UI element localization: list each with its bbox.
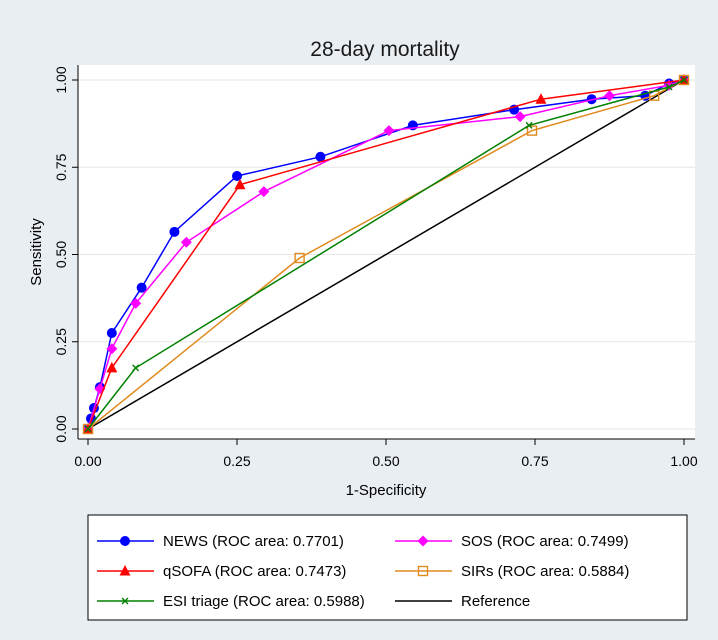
- legend: NEWS (ROC area: 0.7701) SOS (ROC area: 0.…: [97, 533, 629, 610]
- series-2-point-2: [234, 178, 246, 190]
- legend-label-1: SOS (ROC area: 0.7499): [461, 533, 629, 550]
- series-0-point-4: [106, 328, 117, 339]
- legend-swatch-marker-0: [120, 536, 130, 546]
- legend-swatch-marker-2: [119, 565, 131, 576]
- series-0-point-8: [315, 151, 326, 162]
- legend-entry-3: SIRs (ROC area: 0.5884): [395, 563, 629, 580]
- series-4-point-2: [525, 121, 533, 129]
- legend-label-4: ESI triage (ROC area: 0.5988): [163, 593, 365, 610]
- series-4: [84, 76, 688, 433]
- legend-label-5: Reference: [461, 593, 530, 610]
- series-0-point-7: [232, 170, 242, 181]
- legend-label-2: qSOFA (ROC area: 0.7473): [163, 563, 346, 580]
- x-tick-label-0: 0.00: [74, 453, 101, 469]
- y-tick-label-4: 1.00: [53, 66, 69, 93]
- x-tick-label-3: 0.75: [521, 453, 548, 469]
- legend-entry-1: SOS (ROC area: 0.7499): [395, 533, 629, 550]
- legend-entry-2: qSOFA (ROC area: 0.7473): [97, 563, 346, 580]
- series-4-point-4: [680, 76, 688, 84]
- series-layer: [82, 74, 690, 435]
- series-5: [87, 79, 685, 430]
- series-4-point-0: [84, 425, 92, 433]
- series-3-point-0: [82, 423, 94, 435]
- plot-area: [78, 65, 695, 439]
- series-1-point-6: [383, 125, 395, 137]
- legend-entry-4: ESI triage (ROC area: 0.5988): [97, 593, 365, 610]
- series-3-point-1: [294, 252, 305, 264]
- legend-swatch-marker-1: [417, 535, 429, 547]
- y-tick-label-2: 0.50: [53, 241, 69, 268]
- y-axis-title: Sensitivity: [28, 218, 45, 286]
- series-4-point-1: [132, 364, 140, 372]
- series-1-point-8: [604, 90, 615, 102]
- series-1-point-3: [130, 297, 142, 309]
- y-tick-label-0: 0.00: [53, 415, 69, 442]
- legend-label-3: SIRs (ROC area: 0.5884): [461, 563, 629, 580]
- axes: 0.00 0.25 0.50 0.75 1.00 0.00 0.25 0.50 0.75 1.00: [53, 65, 698, 469]
- series-1-point-7: [514, 111, 526, 123]
- series-0-point-6: [169, 226, 180, 237]
- y-tick-label-3: 0.75: [53, 153, 69, 180]
- series-1-point-2: [106, 343, 118, 355]
- series-0-point-5: [136, 282, 147, 293]
- legend-entry-5: Reference: [395, 593, 530, 610]
- legend-swatch-marker-4: [121, 597, 129, 605]
- series-3-point-2: [526, 125, 538, 136]
- x-tick-label-1: 0.25: [223, 453, 250, 469]
- series-2-point-3: [535, 93, 547, 104]
- x-axis-title: 1-Specificity: [346, 482, 427, 499]
- y-tick-label-1: 0.25: [53, 328, 69, 355]
- series-3-line: [87, 79, 685, 430]
- legend-label-0: NEWS (ROC area: 0.7701): [163, 533, 344, 550]
- legend-entry-0: NEWS (ROC area: 0.7701): [97, 533, 344, 550]
- series-3-point-4: [678, 74, 690, 86]
- legend-box: [87, 514, 688, 621]
- x-tick-label-4: 1.00: [670, 453, 697, 469]
- series-2-point-1: [106, 361, 118, 373]
- series-1-point-4: [180, 236, 192, 248]
- series-4-point-3: [665, 83, 673, 91]
- chart-title: 28-day mortality: [310, 38, 460, 61]
- series-1-point-5: [258, 186, 270, 198]
- series-5-line: [87, 79, 685, 430]
- x-tick-label-2: 0.50: [372, 453, 399, 469]
- legend-swatch-marker-3: [417, 565, 429, 577]
